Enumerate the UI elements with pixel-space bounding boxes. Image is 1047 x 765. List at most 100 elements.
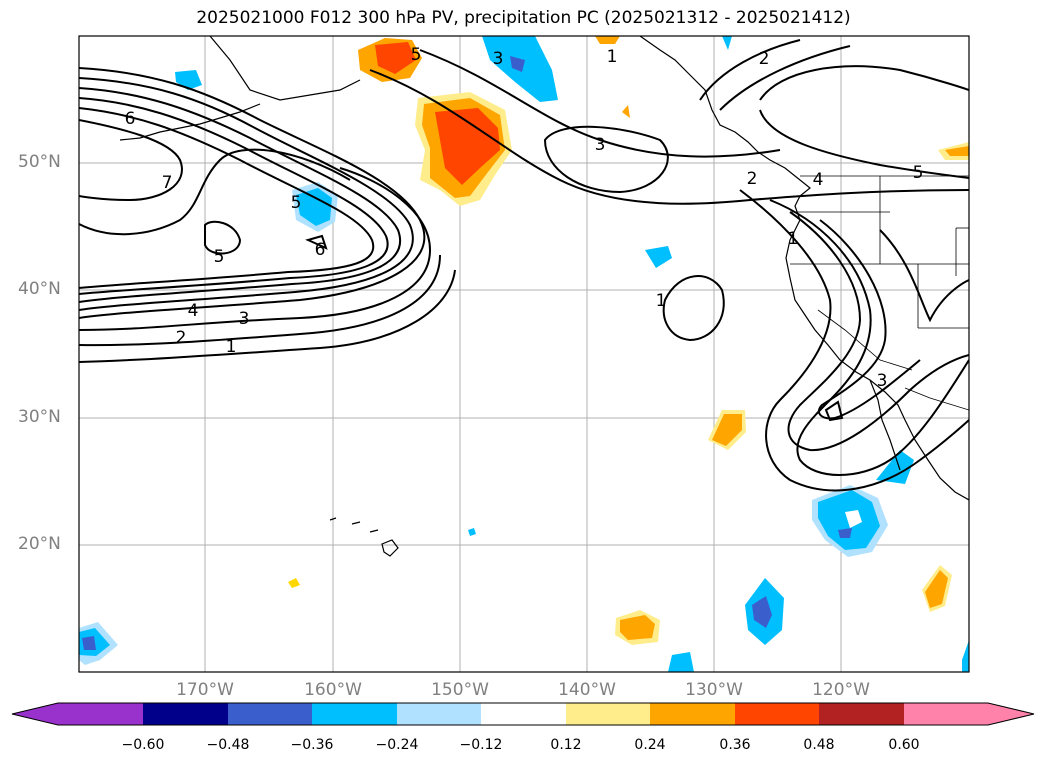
contour-label: 5 — [411, 45, 422, 65]
contour-label: 2 — [747, 169, 758, 189]
colorbar-tick-label: 0.36 — [719, 737, 751, 753]
colorbar-segment — [988, 703, 1034, 725]
colorbar-segment — [819, 703, 904, 725]
precip-negative-area — [838, 528, 852, 538]
contour-labels: 6 7 5 4 3 2 1 5 6 5 3 3 1 2 2 4 5 1 1 3 — [125, 45, 924, 391]
colorbar-segment — [228, 703, 312, 725]
pv-contour — [759, 109, 969, 179]
pv-contour — [719, 45, 851, 111]
precip-negative-area — [668, 652, 694, 672]
precip-negative-area — [468, 528, 476, 536]
lat-label: 30°N — [18, 407, 61, 427]
precip-positive-area — [595, 36, 620, 44]
gridlines — [79, 36, 969, 672]
precip-positive-area — [712, 414, 742, 446]
precip-negative-area — [845, 510, 862, 528]
colorbar-segment — [143, 703, 228, 725]
colorbar — [11, 702, 1035, 726]
colorbar-segment — [904, 703, 988, 725]
contour-label: 4 — [188, 301, 199, 321]
contour-label: 1 — [226, 337, 237, 357]
north-america-coast — [639, 36, 969, 501]
precip-negative-area — [962, 640, 969, 672]
contour-label: 1 — [788, 229, 799, 249]
pv-contour — [79, 97, 389, 295]
colorbar-tick-label: −0.60 — [121, 737, 165, 753]
pv-contour — [79, 77, 414, 311]
precip-negative-area — [82, 636, 96, 650]
alaska-coast — [209, 36, 361, 101]
pv-contour — [879, 229, 969, 323]
pv-contour — [79, 107, 375, 289]
precip-positive-area — [435, 108, 500, 185]
pv-contour — [204, 220, 242, 255]
precip-negative-area — [296, 188, 332, 226]
contour-label: 5 — [214, 247, 225, 267]
contour-label: 6 — [125, 109, 136, 129]
pv-contour — [79, 119, 183, 202]
lon-label: 120°W — [812, 680, 870, 700]
contour-label: 1 — [607, 47, 618, 67]
pv-contour — [769, 199, 969, 476]
colorbar-tick-label: 0.24 — [634, 737, 666, 753]
pv-contour — [79, 148, 351, 236]
colorbar-segment — [566, 703, 650, 725]
precip-negative-area — [175, 70, 202, 90]
contour-label: 3 — [877, 371, 888, 391]
precip-positive-area — [288, 578, 300, 588]
precip-positive-area — [945, 146, 969, 156]
precip-negative-area — [752, 596, 772, 628]
colorbar-outline — [11, 702, 1035, 726]
pv-contour — [739, 189, 969, 492]
map-plot: 6 7 5 4 3 2 1 5 6 5 3 3 1 2 2 4 5 1 1 3 — [78, 35, 970, 673]
lat-label: 20°N — [18, 534, 61, 554]
colorbar-segment — [58, 703, 143, 725]
map-frame — [78, 35, 970, 673]
contour-label: 3 — [493, 49, 504, 69]
precip-negative-area — [876, 450, 914, 484]
colorbar-tick-label: 0.12 — [550, 737, 582, 753]
pv-contour — [787, 211, 969, 452]
lat-label: 40°N — [18, 279, 61, 299]
contour-label: 5 — [291, 193, 302, 213]
colorbar-segment — [735, 703, 819, 725]
lon-label: 130°W — [685, 680, 743, 700]
colorbar-segment — [481, 703, 566, 725]
colorbar-tick-label: 0.48 — [803, 737, 835, 753]
colorbar-tick-label: −0.48 — [206, 737, 250, 753]
baja-california-coast — [869, 379, 901, 471]
colorbar-segment — [650, 703, 735, 725]
colorbar-tick-label: −0.12 — [459, 737, 503, 753]
contour-label: 2 — [176, 328, 187, 348]
map-title: 2025021000 F012 300 hPa PV, precipitatio… — [196, 8, 851, 28]
pv-contour — [824, 400, 844, 422]
lon-label: 150°W — [431, 680, 489, 700]
contour-label: 6 — [315, 240, 326, 260]
colorbar-tick-label: −0.36 — [290, 737, 334, 753]
hawaii-islands — [329, 517, 399, 557]
precip-negative-area — [645, 246, 672, 268]
colorbar-segment — [312, 703, 397, 725]
precip-positive-area — [925, 570, 948, 608]
precip-negative-area — [722, 36, 732, 50]
pv-contour — [759, 65, 969, 101]
contour-label: 2 — [759, 49, 770, 69]
contour-label: 3 — [239, 309, 250, 329]
pv-contour — [79, 254, 441, 347]
precip-positive-area — [620, 615, 655, 640]
precip-positive-area — [622, 105, 630, 118]
pv-contour — [79, 167, 432, 331]
pv-contour — [79, 87, 401, 303]
precip-negative-area — [510, 56, 525, 72]
contour-label: 3 — [595, 135, 606, 155]
pv-contours — [79, 39, 969, 492]
pv-contour — [419, 49, 781, 158]
lat-label: 50°N — [18, 152, 61, 172]
colorbar-segment — [397, 703, 481, 725]
pv-contour — [369, 69, 969, 205]
lon-label: 170°W — [176, 680, 234, 700]
lon-label: 160°W — [304, 680, 362, 700]
contour-label: 4 — [813, 170, 824, 190]
contour-label: 1 — [656, 291, 667, 311]
contour-label: 7 — [162, 173, 173, 193]
